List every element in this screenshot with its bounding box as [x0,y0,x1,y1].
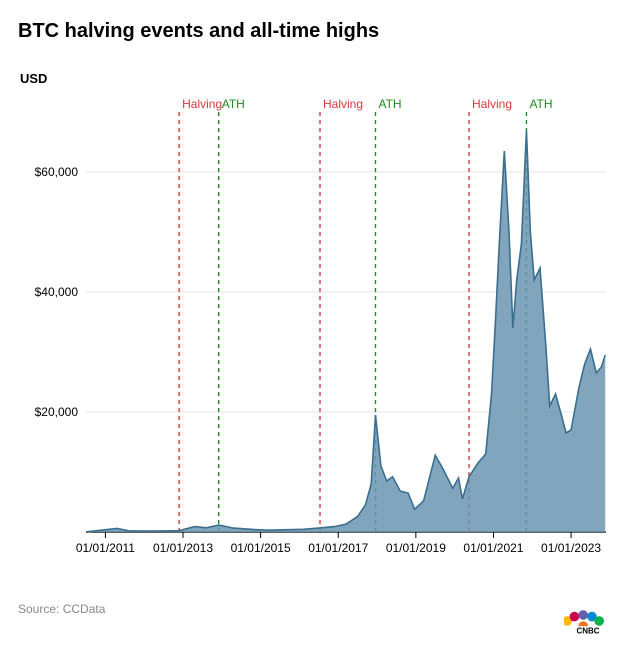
ath-2-label: ATH [378,97,401,111]
halving-1-label: Halving [182,97,222,111]
x-tick-label: 01/01/2017 [308,541,368,555]
y-axis-label: USD [20,71,612,86]
x-tick-label: 01/01/2019 [386,541,446,555]
y-tick-label: $20,000 [35,405,79,419]
x-tick-label: 01/01/2015 [231,541,291,555]
halving-3-label: Halving [472,97,512,111]
y-tick-label: $60,000 [35,165,79,179]
ath-3-label: ATH [529,97,552,111]
ath-1-label: ATH [222,97,245,111]
price-area [88,130,605,532]
x-tick-label: 01/01/2013 [153,541,213,555]
chart-title: BTC halving events and all-time highs [18,20,612,43]
logo-text: CNBC [576,626,599,635]
cnbc-logo: CNBC [564,606,612,636]
x-tick-label: 01/01/2021 [463,541,523,555]
y-tick-label: $40,000 [35,285,79,299]
x-tick-label: 01/01/2023 [541,541,601,555]
source-text: Source: CCData [18,602,612,616]
chart-area: $20,000 $40,000 $60,000 01/01/2011 01/01/201… [18,94,612,574]
chart-svg: $20,000 $40,000 $60,000 01/01/2011 01/01/201… [18,94,612,574]
x-tick-label: 01/01/2011 [76,541,135,555]
halving-2-label: Halving [323,97,363,111]
